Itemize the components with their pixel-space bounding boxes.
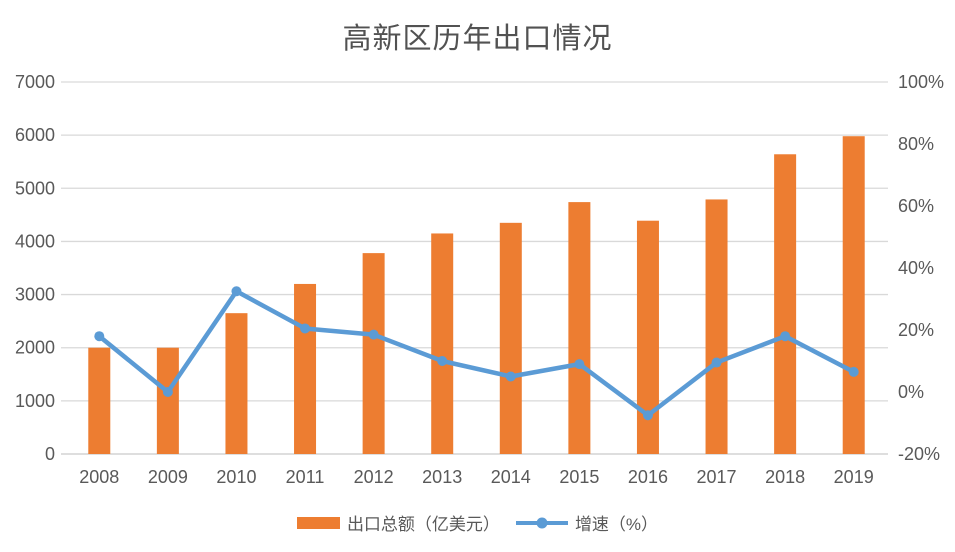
- x-axis-tick-label: 2008: [79, 467, 119, 487]
- growth-line-marker: [780, 331, 791, 342]
- growth-line-marker: [574, 359, 585, 370]
- growth-line-marker: [505, 371, 516, 382]
- growth-line: [97, 289, 856, 418]
- x-axis-tick-label: 2018: [765, 467, 805, 487]
- growth-line-marker: [642, 410, 653, 421]
- bar: [568, 202, 591, 454]
- x-axis-tick-label: 2014: [491, 467, 531, 487]
- bar: [294, 283, 317, 454]
- bar: [705, 199, 728, 454]
- chart-title: 高新区历年出口情况: [342, 23, 613, 55]
- right-axis-tick-label: 40%: [898, 258, 934, 278]
- growth-line-marker: [437, 356, 448, 366]
- left-axis-tick-label: 2000: [15, 338, 55, 358]
- growth-line-marker: [368, 329, 379, 340]
- growth-line-marker: [711, 357, 722, 368]
- bar: [431, 233, 454, 454]
- right-axis-tick-label: 60%: [898, 196, 934, 216]
- left-axis-tick-label: 5000: [15, 178, 55, 198]
- bar: [774, 154, 797, 454]
- right-axis-tick-label: 100%: [898, 72, 944, 92]
- x-axis-tick-label: 2017: [697, 467, 737, 487]
- x-axis-tick-label: 2011: [286, 467, 325, 487]
- bar: [225, 313, 248, 454]
- legend-line-marker-icon: [536, 517, 548, 528]
- growth-line-marker: [300, 323, 311, 334]
- growth-line-marker: [231, 286, 242, 297]
- bar: [156, 347, 179, 454]
- x-axis-tick-label: 2016: [628, 467, 668, 487]
- x-axis-tick-label: 2010: [216, 467, 256, 487]
- legend-line-swatch-icon: [515, 517, 568, 528]
- right-axis-tick-label: 20%: [898, 320, 934, 340]
- bar: [362, 253, 385, 454]
- bar: [499, 222, 522, 454]
- left-axis-tick-label: 4000: [15, 231, 55, 251]
- growth-line-marker: [848, 366, 859, 377]
- left-axis-tick-label: 1000: [15, 391, 55, 411]
- bar: [636, 220, 659, 454]
- legend-bar-swatch-icon: [296, 516, 340, 529]
- legend-bar-label: 出口总额（亿美元）: [346, 515, 500, 534]
- legend-line-label: 增速（%）: [574, 515, 659, 534]
- right-axis-tick-label: 80%: [898, 134, 934, 154]
- x-axis-tick-label: 2015: [559, 467, 599, 487]
- left-axis-tick-label: 3000: [15, 285, 55, 305]
- x-axis-tick-label: 2012: [354, 467, 394, 487]
- bar: [842, 136, 865, 454]
- legend: 出口总额（亿美元） 增速（%）: [0, 510, 955, 535]
- x-axis-tick-label: 2009: [148, 467, 188, 487]
- x-axis-tick-label: 2019: [834, 467, 874, 487]
- bar: [88, 347, 111, 454]
- growth-line-marker: [162, 387, 173, 397]
- right-axis-tick-label: -20%: [898, 444, 940, 464]
- left-axis-tick-label: 0: [45, 444, 55, 464]
- x-axis-tick-label: 2013: [422, 467, 462, 487]
- growth-line-marker: [94, 331, 105, 342]
- left-axis-tick-label: 7000: [15, 72, 55, 92]
- right-axis-tick-label: 0%: [898, 382, 924, 402]
- left-axis-tick-label: 6000: [15, 125, 55, 145]
